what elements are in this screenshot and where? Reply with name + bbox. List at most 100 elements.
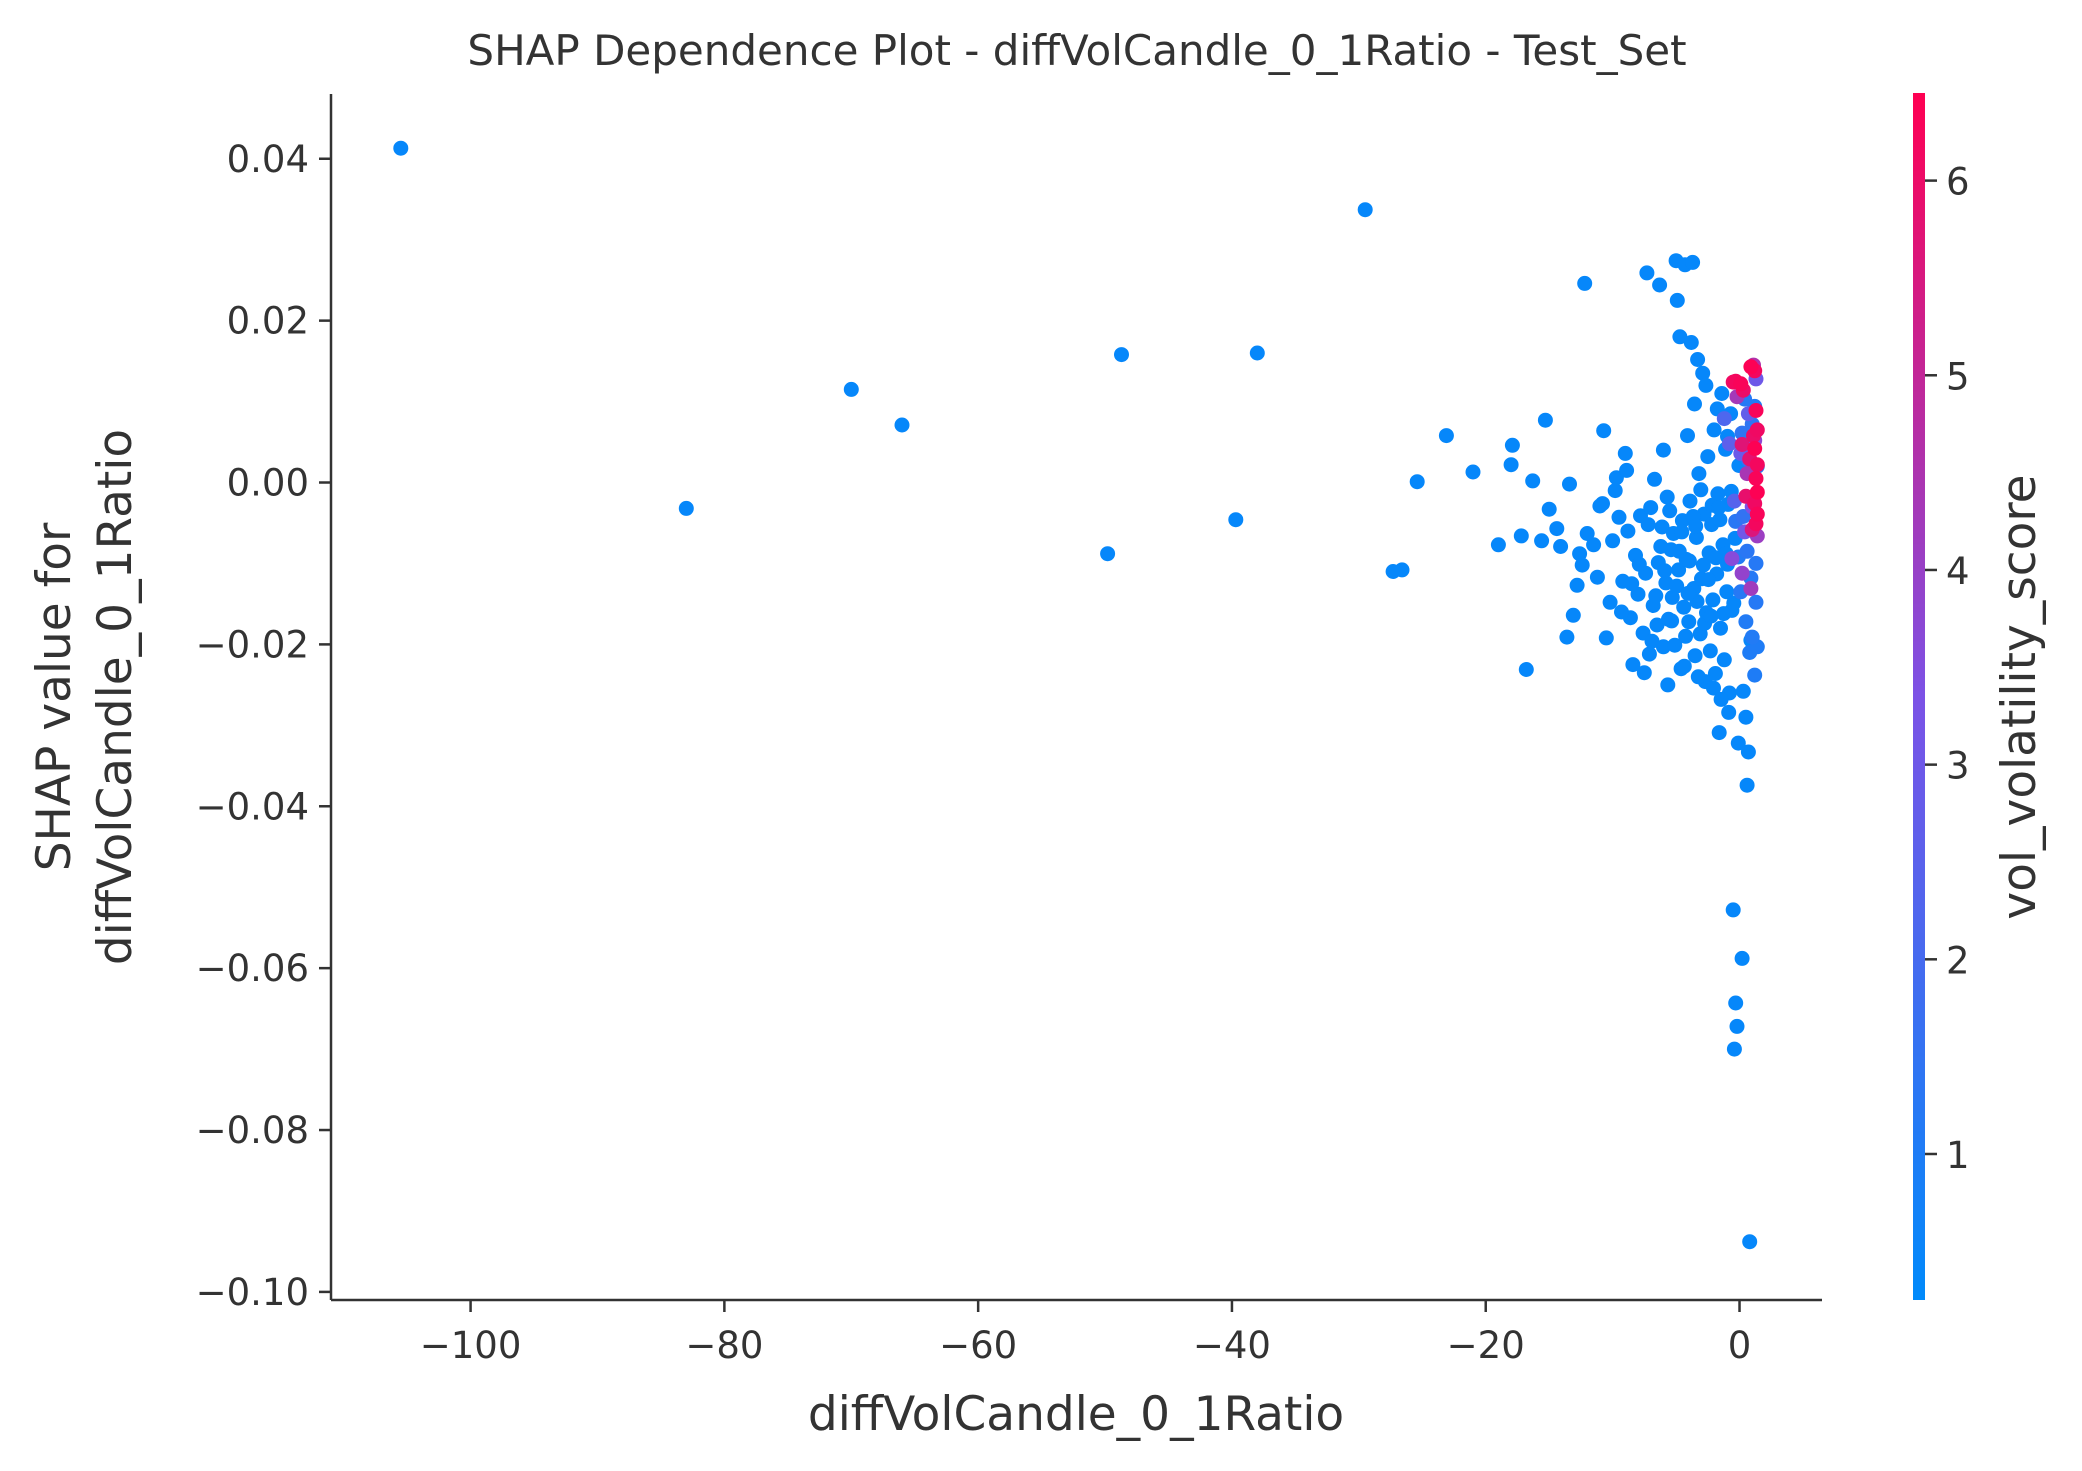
- scatter-point: [1625, 657, 1641, 673]
- scatter-point: [1565, 607, 1581, 623]
- scatter-point: [1655, 639, 1671, 655]
- scatter-point: [1611, 509, 1627, 525]
- scatter-point: [1743, 359, 1759, 375]
- scatter-point: [1739, 543, 1755, 559]
- scatter-point: [1721, 704, 1737, 720]
- scatter-point: [1605, 533, 1621, 549]
- scatter-point: [1669, 292, 1685, 308]
- scatter-point: [1706, 680, 1721, 696]
- scatter-point: [1579, 526, 1595, 541]
- scatter-point: [1747, 667, 1763, 683]
- scatter-point: [1662, 503, 1678, 519]
- scatter-point: [1711, 725, 1727, 741]
- scatter-point: [1631, 556, 1647, 572]
- scatter-point: [1749, 506, 1765, 522]
- scatter-point: [1739, 777, 1755, 793]
- scatter-point: [1641, 646, 1657, 662]
- scatter-point: [1734, 437, 1750, 452]
- x-tick-label: −60: [939, 1324, 1017, 1367]
- scatter-point: [1577, 275, 1593, 291]
- scatter-point: [1681, 553, 1697, 569]
- x-tick-label: −100: [420, 1324, 522, 1367]
- scatter-point: [1647, 471, 1662, 487]
- y-tick-label: −0.06: [196, 947, 309, 990]
- scatter-point: [1729, 1018, 1745, 1034]
- scatter-point: [1719, 584, 1735, 600]
- scatter-point: [1639, 265, 1655, 281]
- scatter-point: [1687, 396, 1702, 412]
- scatter-point: [1716, 606, 1732, 622]
- scatter-point: [1671, 543, 1687, 559]
- scatter-point: [1728, 995, 1744, 1011]
- scatter-point: [1394, 562, 1410, 578]
- scatter-point: [1740, 744, 1756, 760]
- scatter-point: [1586, 537, 1602, 553]
- scatter-point: [1607, 483, 1623, 499]
- scatter-point: [1716, 652, 1732, 668]
- scatter-point: [1537, 412, 1553, 428]
- scatter-point: [1690, 669, 1706, 685]
- y-tick-label: −0.10: [196, 1271, 309, 1314]
- scatter-point: [1620, 523, 1636, 539]
- scatter-point: [1518, 662, 1534, 677]
- scatter-point: [1682, 493, 1698, 509]
- scatter-point: [1617, 445, 1633, 461]
- colorbar-tick-label: 2: [1946, 939, 1970, 982]
- scatter-point: [1710, 486, 1726, 502]
- scatter-point: [1114, 347, 1129, 363]
- scatter-point: [1693, 482, 1709, 498]
- y-axis-label-line-1: SHAP value for: [27, 522, 82, 871]
- scatter-point: [1589, 569, 1605, 585]
- scatter-point: [1503, 457, 1519, 473]
- scatter-point: [1734, 425, 1750, 441]
- scatter-point: [1687, 648, 1703, 664]
- y-tick-label: 0.02: [227, 300, 309, 343]
- scatter-point: [1698, 377, 1714, 393]
- scatter-point: [1681, 614, 1697, 630]
- colorbar-tick-label: 3: [1946, 745, 1970, 788]
- scatter-point: [1678, 628, 1694, 644]
- y-tick-label: −0.08: [196, 1109, 309, 1152]
- scatter-point: [1504, 437, 1520, 453]
- y-tick-label: 0.00: [227, 462, 309, 505]
- scatter-point: [1683, 335, 1699, 350]
- y-tick-label: −0.02: [196, 623, 309, 666]
- scatter-point: [1691, 466, 1707, 482]
- scatter-point: [1724, 551, 1740, 567]
- y-tick-label: −0.04: [196, 785, 309, 828]
- scatter-point: [1690, 352, 1706, 367]
- scatter-point: [1702, 643, 1718, 659]
- scatter-point: [1676, 599, 1692, 615]
- scatter-point: [1640, 517, 1656, 533]
- scatter-point: [1619, 462, 1635, 478]
- scatter-point: [1652, 277, 1668, 293]
- scatter-point: [1721, 436, 1737, 452]
- scatter-point: [1100, 546, 1116, 562]
- scatter-point: [1409, 474, 1425, 490]
- scatter-point: [1738, 709, 1754, 725]
- scatter-point: [1249, 345, 1265, 361]
- scatter-point: [1669, 578, 1685, 594]
- scatter-point: [1559, 629, 1575, 645]
- scatter-point: [843, 381, 859, 397]
- scatter-point: [678, 500, 694, 516]
- colorbar-label: vol_volatility_score: [1992, 474, 2047, 919]
- colorbar-ticks: 1 2 3 4 5 6: [1925, 161, 1970, 1177]
- colorbar: [1913, 93, 1925, 1300]
- scatter-point: [1598, 630, 1614, 646]
- scatter-point: [1700, 449, 1716, 465]
- scatter-point: [1648, 588, 1664, 604]
- scatter-point: [1438, 428, 1454, 444]
- x-tick-label: 0: [1728, 1324, 1752, 1367]
- scatter-point: [1730, 735, 1746, 751]
- scatter-point: [1644, 633, 1660, 649]
- scatter-point: [1688, 518, 1704, 534]
- scatter-point: [1541, 501, 1557, 517]
- scatter-point: [1748, 403, 1764, 418]
- scatter-point: [1711, 500, 1727, 516]
- scatter-point: [1748, 594, 1764, 610]
- scatter-point: [1748, 555, 1764, 571]
- scatter-point: [1674, 524, 1690, 540]
- scatter-points: [393, 140, 1765, 1250]
- y-tick-label: 0.04: [227, 138, 309, 181]
